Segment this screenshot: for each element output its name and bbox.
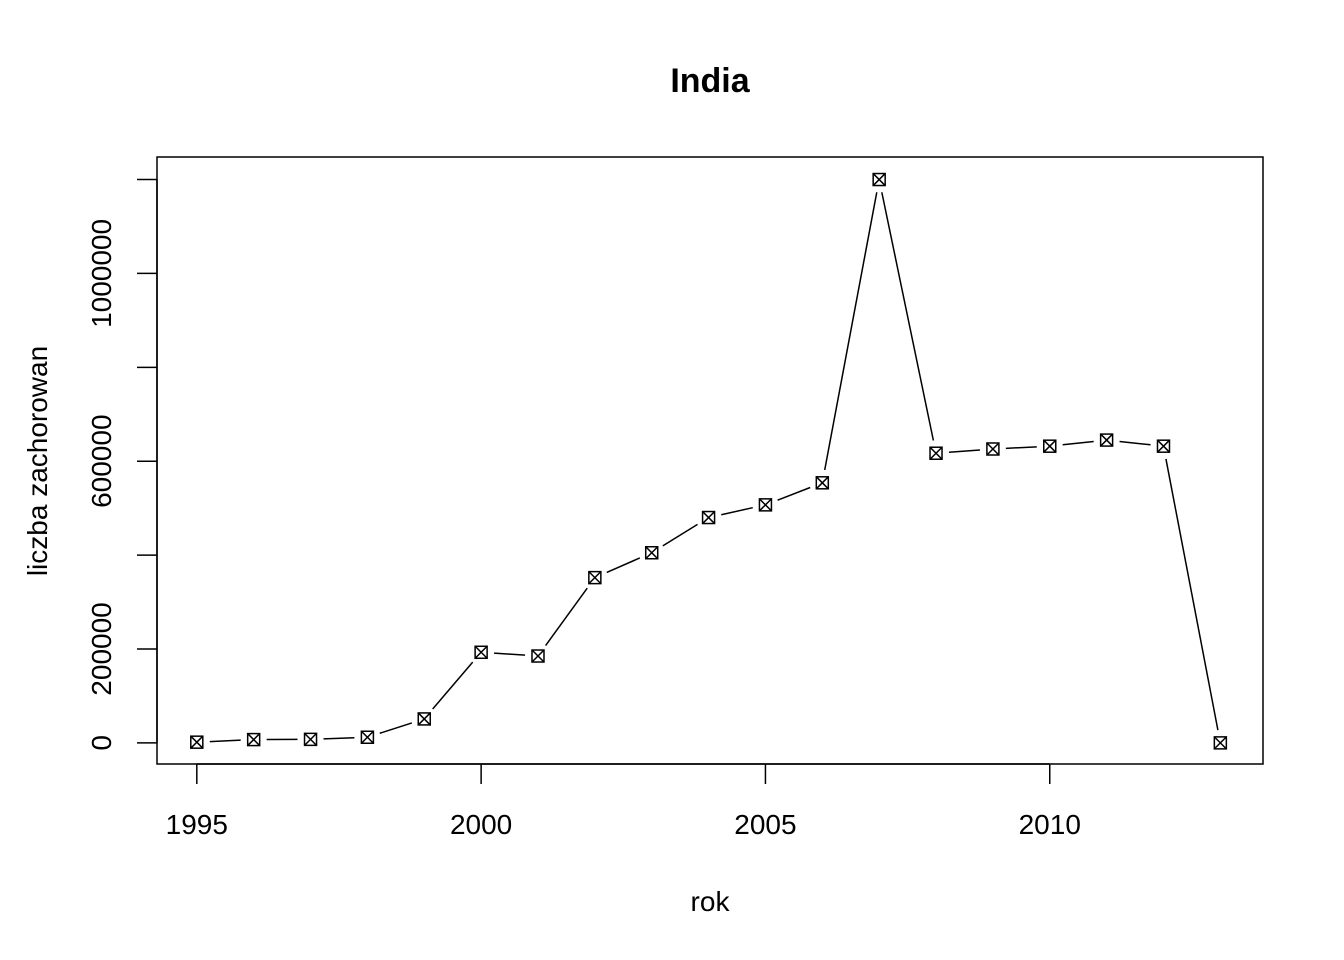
y-axis: 0 200000 600000 1000000 (86, 178, 158, 751)
series-segment (545, 587, 588, 646)
x-tick-label: 2005 (734, 809, 796, 840)
y-tick-label: 1000000 (86, 219, 117, 328)
series-segment (1119, 440, 1151, 446)
series-segment (721, 506, 753, 516)
data-point (1099, 433, 1114, 447)
series-segment (494, 652, 526, 656)
data-point (1213, 736, 1228, 750)
y-axis-label: liczba zachorowan (22, 346, 53, 576)
y-tick-label: 600000 (86, 414, 117, 507)
data-point (1043, 439, 1057, 453)
data-point (246, 732, 261, 747)
data-point (929, 446, 943, 460)
data-point (758, 498, 773, 512)
data-point (588, 570, 602, 585)
series-segment (777, 486, 811, 501)
series-line (209, 192, 1219, 743)
data-point (701, 510, 716, 525)
series-segment (1165, 458, 1219, 731)
series-segment (1062, 440, 1094, 446)
data-point (474, 645, 488, 660)
x-tick-label: 1995 (166, 809, 228, 840)
data-point (644, 545, 659, 560)
series-segment (209, 739, 241, 743)
plot-frame (156, 156, 1264, 765)
x-tick-label: 2010 (1019, 809, 1081, 840)
x-tick-label: 2000 (450, 809, 512, 840)
series-segment (1005, 446, 1037, 450)
series-segment (379, 722, 413, 734)
data-point (190, 735, 204, 749)
data-point (417, 712, 432, 726)
data-point (872, 172, 886, 187)
series-segment (323, 736, 355, 740)
series-segment (662, 523, 698, 547)
data-point (1156, 439, 1171, 453)
y-tick-label: 0 (86, 735, 117, 751)
chart-title: India (670, 62, 750, 100)
data-point (360, 730, 375, 744)
series-segment (432, 661, 474, 710)
y-tick-label: 200000 (86, 602, 117, 695)
series-segment (823, 192, 878, 471)
data-point (531, 649, 545, 663)
x-axis: 1995 2000 2005 2010 (166, 763, 1081, 840)
series-segment (606, 557, 641, 574)
data-points (190, 172, 1228, 750)
x-axis-label: rok (691, 886, 731, 917)
data-point (303, 732, 318, 747)
data-point (815, 476, 830, 490)
data-point (986, 442, 1000, 456)
series-segment (948, 449, 980, 454)
series-segment (881, 192, 935, 441)
